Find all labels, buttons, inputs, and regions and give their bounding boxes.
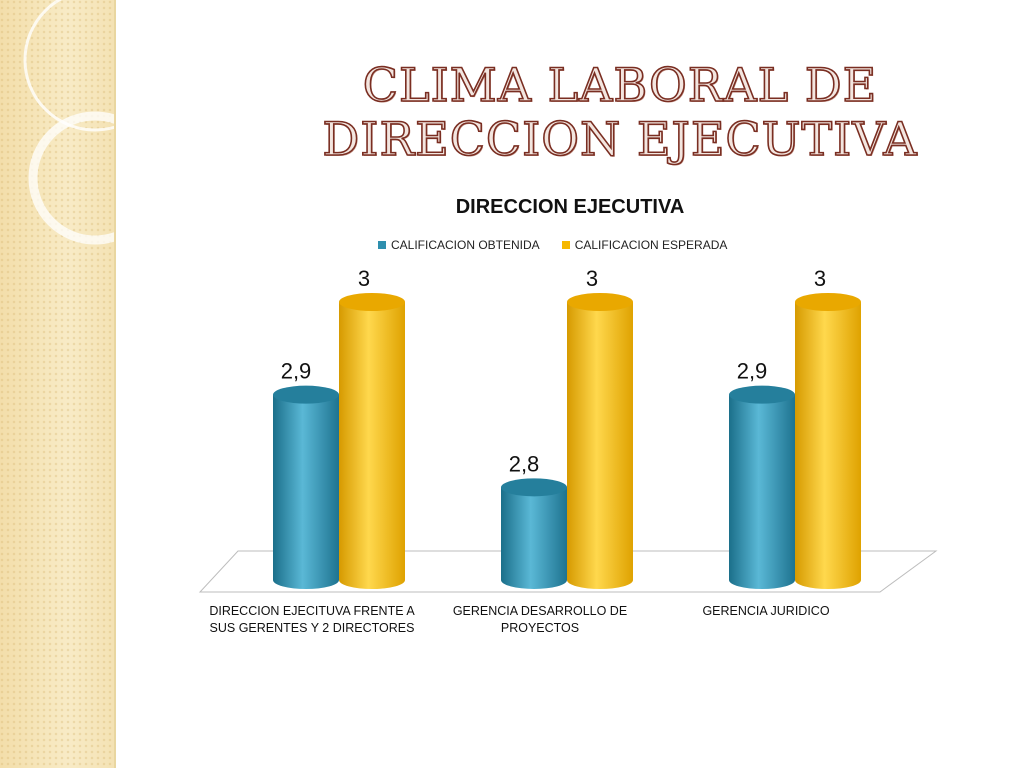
bar-esperada-3 (795, 293, 861, 589)
data-label-obtenida-1: 2,9 (281, 359, 312, 384)
legend-item-esperada: CALIFICACION ESPERADA (561, 238, 728, 252)
data-label-obtenida-2: 2,8 (509, 451, 540, 476)
legend-item-obtenida: CALIFICACION OBTENIDA (378, 238, 540, 252)
bar-esperada-2 (567, 293, 633, 589)
data-label-esperada-1: 3 (358, 266, 370, 291)
decorative-ring-large (23, 0, 114, 132)
chart-legend: CALIFICACION OBTENIDA CALIFICACION ESPER… (378, 238, 727, 252)
decorative-rings (23, 0, 114, 245)
bar-obtenida-2 (501, 478, 567, 589)
slide-title: CLIMA LABORAL DE DIRECCION EJECUTIVA (300, 57, 940, 167)
category-label-2: GERENCIA DESARROLLO DE PROYECTOS (452, 604, 628, 635)
bar-esperada-1 (339, 293, 405, 589)
data-label-obtenida-3: 2,9 (737, 359, 768, 384)
legend-swatch-obtenida (378, 241, 386, 249)
decorative-ring-thick (28, 111, 114, 245)
side-decoration-panel (0, 0, 116, 768)
slide-title-line1: CLIMA LABORAL DE (362, 57, 878, 113)
category-label-3: GERENCIA JURIDICO (702, 604, 830, 618)
data-label-esperada-2: 3 (586, 266, 598, 291)
chart-title: DIRECCION EJECUTIVA (455, 196, 685, 218)
slide-title-line2: DIRECCION EJECUTIVA (322, 111, 918, 167)
category-label-1: DIRECCION EJECITUVA FRENTE A SUS GERENTE… (209, 604, 415, 635)
data-label-esperada-3: 3 (814, 266, 826, 291)
legend-label-obtenida: CALIFICACION OBTENIDA (391, 238, 540, 252)
bar-obtenida-1 (273, 385, 339, 589)
legend-swatch-esperada (561, 241, 570, 249)
bar-obtenida-3 (729, 385, 795, 589)
legend-label-esperada: CALIFICACION ESPERADA (574, 238, 728, 252)
